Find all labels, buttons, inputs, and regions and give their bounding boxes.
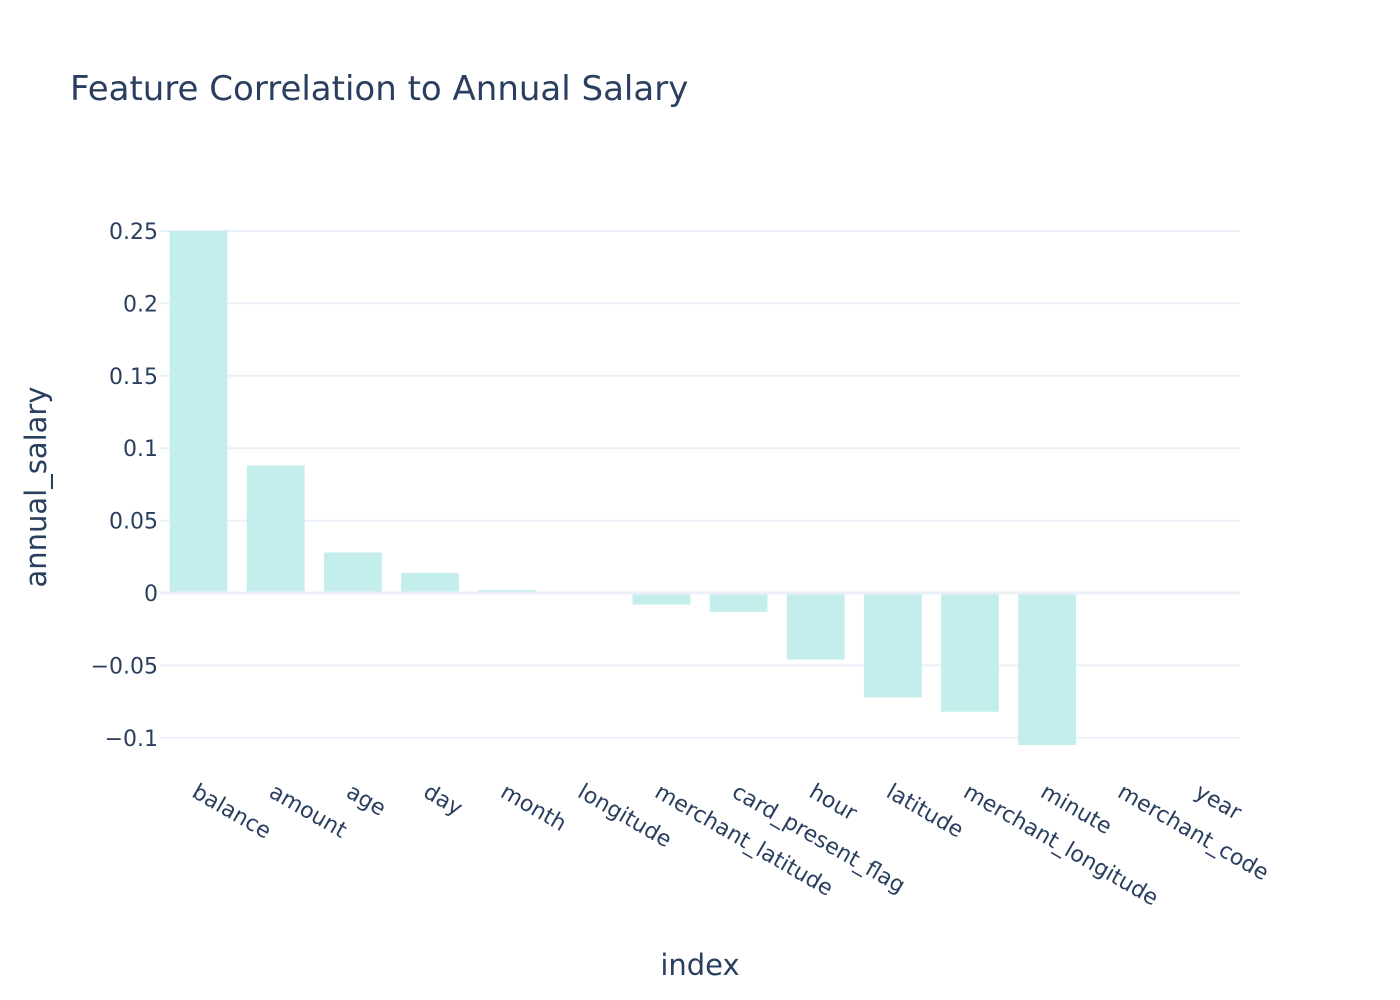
gridlines: [160, 230, 1240, 739]
bar-card_present_flag: [709, 593, 768, 612]
y-tick-label: 0.2: [123, 292, 158, 317]
bar-latitude: [863, 593, 922, 698]
y-tick-label: 0: [144, 582, 158, 607]
bar-age: [323, 552, 382, 593]
x-tick-label: age: [342, 780, 390, 822]
y-axis-title: annual_salary: [19, 386, 53, 587]
bars: [169, 231, 1077, 746]
y-tick-label: −0.1: [105, 727, 158, 752]
y-tick-label: 0.25: [109, 220, 158, 245]
x-tick-label: balance: [188, 780, 276, 845]
bar-amount: [246, 465, 305, 593]
x-tick-label: hour: [805, 780, 862, 827]
bar-day: [401, 572, 459, 593]
bar-balance: [169, 231, 228, 593]
bar-minute: [1018, 593, 1077, 746]
y-tick-label: −0.05: [91, 654, 158, 679]
bar-hour: [786, 593, 845, 660]
x-tick-label: latitude: [882, 780, 968, 844]
x-tick-label: year: [1190, 780, 1246, 827]
y-tick-label: 0.15: [109, 365, 158, 390]
y-tick-label: 0.05: [109, 510, 158, 535]
x-axis-title: index: [660, 948, 739, 982]
y-axis-ticks: 0.25 0.2 0.15 0.1 0.05 0 −0.05 −0.1: [91, 220, 158, 752]
x-tick-label: month: [496, 780, 570, 837]
bar-merchant_latitude: [632, 593, 691, 605]
y-tick-label: 0.1: [123, 437, 158, 462]
bar-merchant_longitude: [941, 593, 999, 712]
chart-title: Feature Correlation to Annual Salary: [70, 69, 688, 109]
x-tick-label: day: [419, 780, 467, 822]
x-tick-label: amount: [265, 780, 351, 844]
